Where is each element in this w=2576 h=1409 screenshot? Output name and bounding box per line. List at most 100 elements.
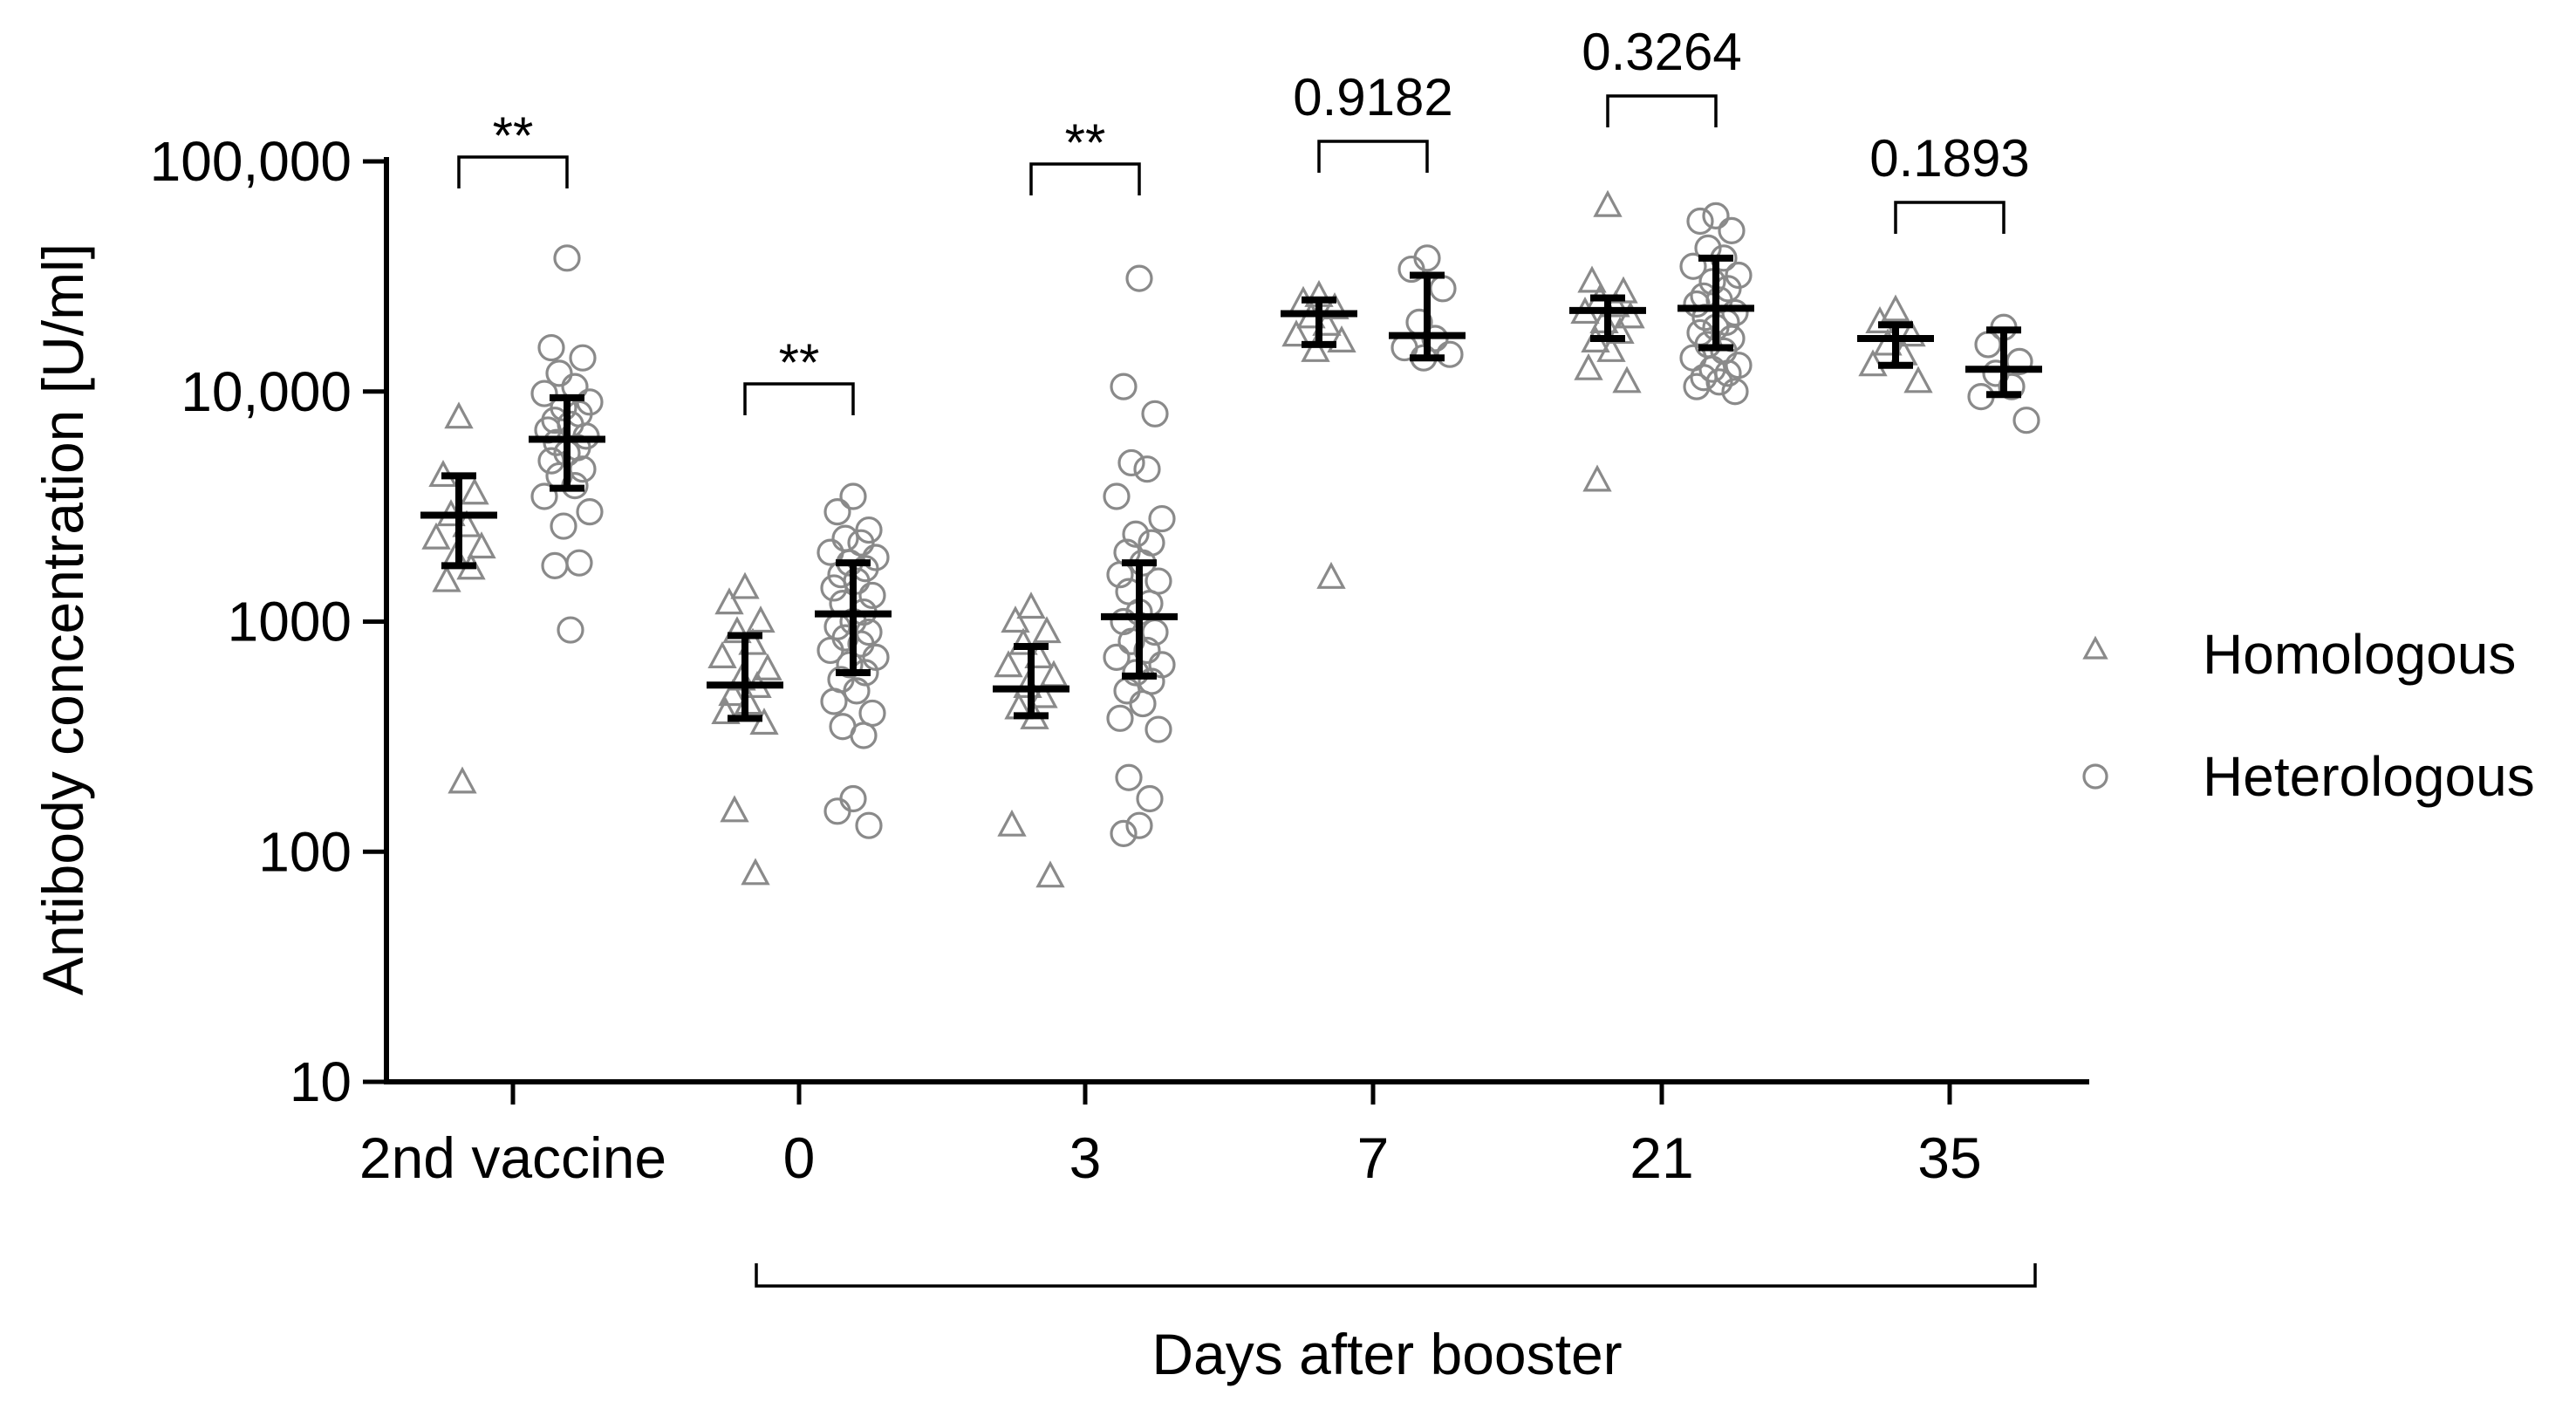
homologous-point xyxy=(1593,189,1623,217)
homologous-point xyxy=(1605,317,1635,345)
heterologous-point xyxy=(1721,378,1749,406)
significance-label: ** xyxy=(1065,113,1106,172)
heterologous-point xyxy=(1397,255,1425,284)
heterologous-point xyxy=(1145,715,1172,743)
homologous-point xyxy=(1032,616,1062,644)
homologous-point xyxy=(1596,334,1626,362)
homologous-point xyxy=(730,571,760,599)
heterologous-point xyxy=(1117,448,1145,477)
heterologous-point xyxy=(1686,207,1714,236)
homologous-point xyxy=(1616,301,1645,329)
heterologous-point xyxy=(1110,819,1138,847)
y-axis-title: Antibody concentration [U/ml] xyxy=(31,243,95,995)
homologous-point xyxy=(1035,860,1065,888)
significance-bracket xyxy=(1029,162,1141,195)
homologous-point xyxy=(711,697,741,725)
heterologous-point xyxy=(1125,264,1153,292)
heterologous-point xyxy=(537,333,565,362)
heterologous-point xyxy=(1136,784,1164,813)
homologous-point xyxy=(746,605,776,633)
homologous-point xyxy=(1327,325,1356,352)
heterologous-point xyxy=(569,344,597,372)
heterologous-point xyxy=(1679,252,1707,280)
homologous-point xyxy=(1008,627,1038,655)
y-tick-label: 100 xyxy=(258,820,352,883)
heterologous-point xyxy=(855,811,883,839)
significance-bracket xyxy=(743,382,855,415)
heterologous-point xyxy=(1721,298,1749,327)
y-ticks: 10 100 1000 10,000 100,000 xyxy=(150,130,386,1113)
x-ticks: 2nd vaccine 0 3 7 21 35 xyxy=(359,1082,1982,1190)
homologous-point xyxy=(994,650,1023,678)
significance-label: ** xyxy=(779,333,820,392)
homologous-point xyxy=(1903,366,1933,393)
heterologous-point xyxy=(541,551,569,579)
homologous-point xyxy=(714,587,744,615)
homologous-point xyxy=(1028,681,1058,708)
heterologous-point xyxy=(839,482,867,510)
heterologous-point xyxy=(1106,704,1134,732)
heterologous-point xyxy=(530,380,558,407)
heterologous-point xyxy=(1141,400,1169,427)
heterologous-point xyxy=(1133,636,1161,665)
x-axis-title: Days after booster xyxy=(1151,1322,1622,1386)
heterologous-point xyxy=(1718,216,1746,244)
heterologous-point xyxy=(1103,643,1131,671)
homologous-point xyxy=(707,640,737,668)
y-tick-label: 1000 xyxy=(228,591,352,653)
significance-bracket xyxy=(1317,140,1429,173)
heterologous-point xyxy=(843,677,871,705)
heterologous-point xyxy=(1698,355,1726,383)
homologous-point xyxy=(749,708,779,735)
heterologous-point xyxy=(550,512,577,540)
heterologous-point xyxy=(1148,504,1176,533)
homologous-point xyxy=(432,564,461,592)
heterologous-point xyxy=(553,244,581,272)
heterologous-point xyxy=(1115,763,1143,791)
significance-label: 0.1893 xyxy=(1869,129,2030,188)
heterologous-point xyxy=(545,359,573,387)
x-tick-label: 21 xyxy=(1630,1125,1693,1190)
y-tick-label: 10 xyxy=(290,1050,352,1113)
heterologous-point xyxy=(1998,373,2026,400)
homologous-point xyxy=(421,522,451,550)
heterologous-point xyxy=(847,529,875,557)
legend-label-homologous: Homologous xyxy=(2203,623,2516,686)
heterologous-point xyxy=(820,574,848,602)
homologous-point xyxy=(1609,276,1638,304)
homologous-point xyxy=(1612,366,1642,393)
homologous-point xyxy=(1577,265,1607,293)
heterologous-point xyxy=(1133,455,1161,483)
legend-circle-icon xyxy=(2082,763,2108,790)
heterologous-point xyxy=(1690,364,1718,392)
significance-label: 0.3264 xyxy=(1582,23,1742,81)
heterologous-point xyxy=(850,722,878,749)
heterologous-point xyxy=(1683,290,1711,318)
significance-bracket xyxy=(457,155,569,188)
heterologous-point xyxy=(576,498,604,526)
heterologous-point xyxy=(557,616,584,644)
x-tick-label: 2nd vaccine xyxy=(359,1125,666,1190)
homologous-point xyxy=(1316,561,1346,589)
heterologous-point xyxy=(823,797,851,825)
significance-label: 0.9182 xyxy=(1293,68,1453,127)
homologous-point xyxy=(1865,305,1895,333)
significance-label: ** xyxy=(493,106,534,165)
x-tick-label: 0 xyxy=(783,1125,816,1190)
heterologous-point xyxy=(1110,373,1138,400)
homologous-point xyxy=(1881,294,1910,322)
homologous-point xyxy=(1582,464,1612,492)
homologous-point xyxy=(1001,605,1030,633)
homologous-point xyxy=(1016,592,1046,619)
heterologous-point xyxy=(1122,520,1150,548)
homologous-point xyxy=(720,795,749,823)
homologous-point xyxy=(753,653,782,681)
x-tick-label: 3 xyxy=(1069,1125,1102,1190)
homologous-point xyxy=(741,858,770,886)
homologous-point xyxy=(718,679,748,707)
heterologous-point xyxy=(1982,359,2010,387)
homologous-point xyxy=(448,766,477,794)
homologous-point xyxy=(1301,334,1330,362)
homologous-point xyxy=(1281,319,1311,347)
